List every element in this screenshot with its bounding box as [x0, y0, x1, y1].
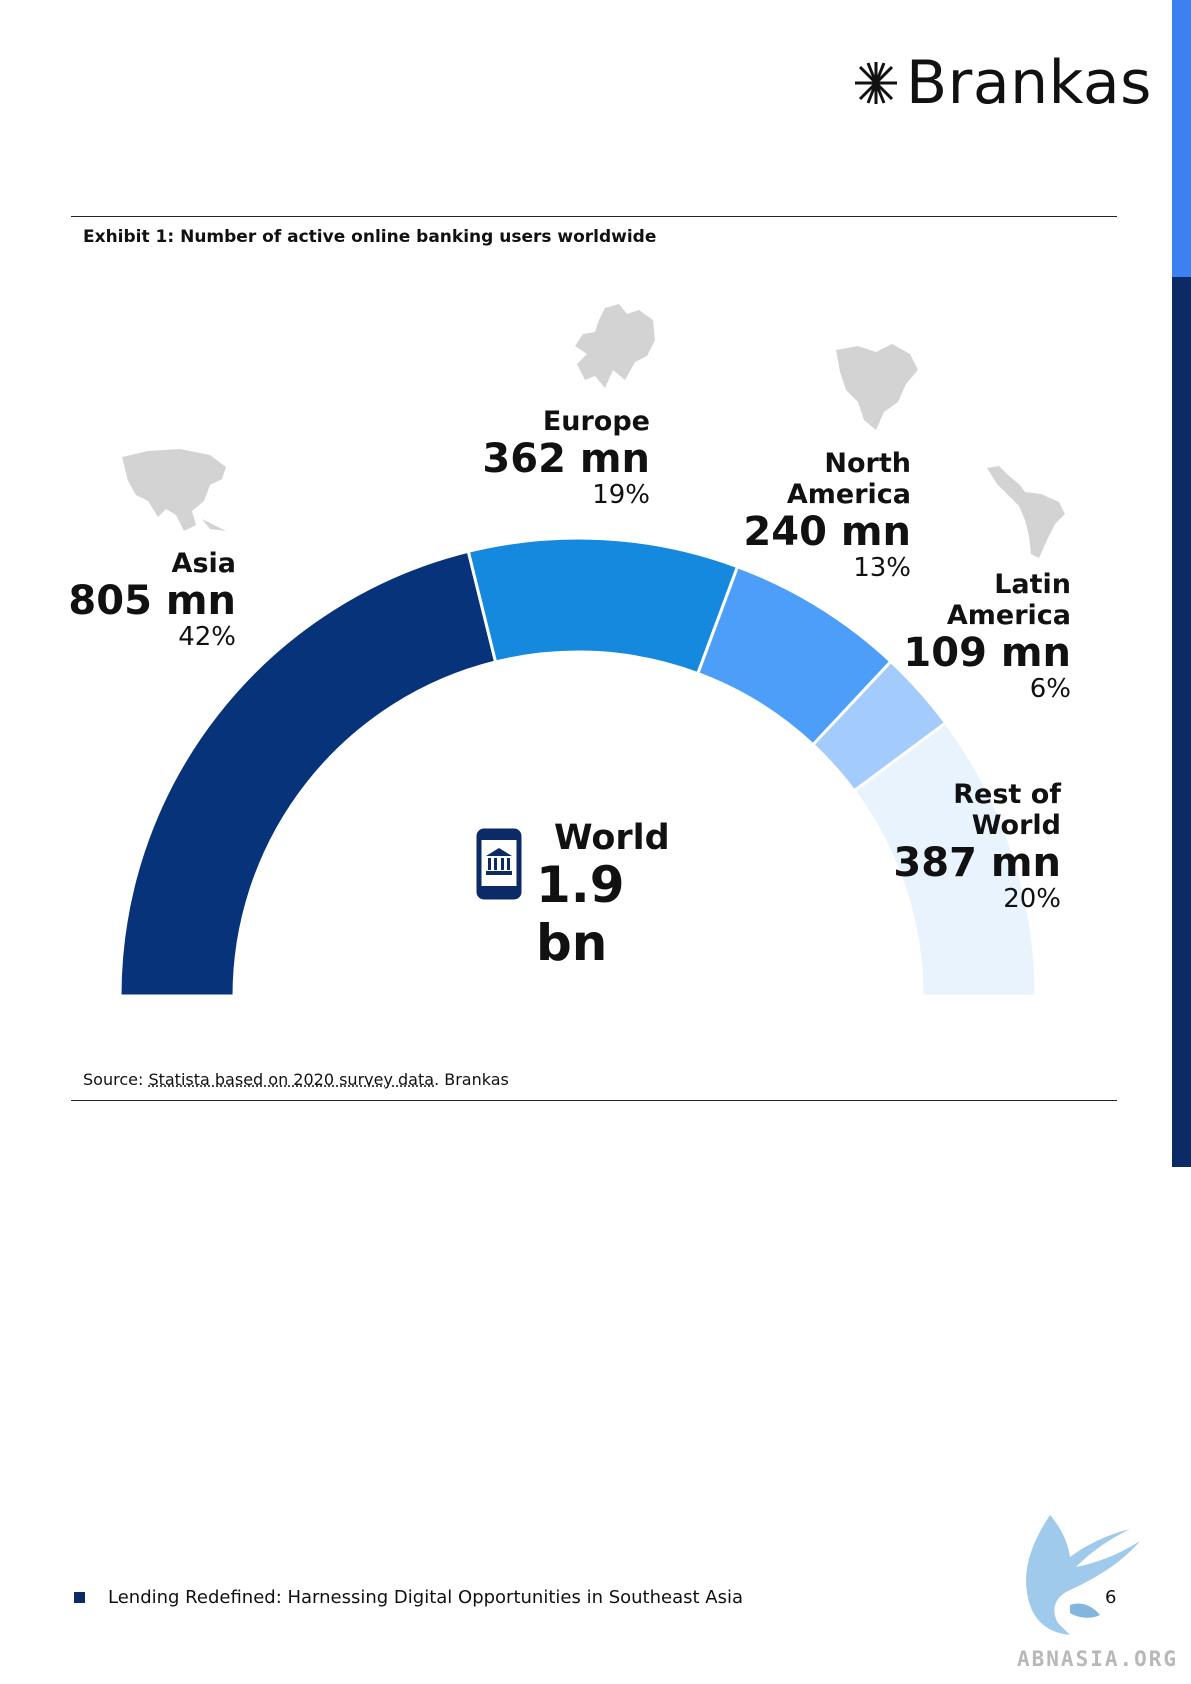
footer-title: Lending Redefined: Harnessing Digital Op… [108, 1587, 743, 1608]
north-america-label: North America 240 mn 13% [743, 448, 911, 584]
slice-europe [466, 536, 740, 676]
brand-logo: Brankas [852, 48, 1152, 118]
world-name: World [554, 818, 670, 858]
latin-america-map-icon [987, 466, 1065, 558]
side-accent-bar-bottom [1172, 277, 1191, 1167]
rest-of-world-label: Rest of World 387 mn 20% [893, 779, 1061, 915]
bottom-rule [71, 1100, 1117, 1101]
rest-of-world-percent: 20% [1003, 884, 1061, 915]
rest-of-world-value: 387 mn [893, 840, 1061, 887]
half-donut-chart [118, 536, 1038, 998]
latin-america-name-1: Latin [994, 569, 1071, 600]
latin-america-label: Latin America 109 mn 6% [903, 569, 1071, 705]
north-america-percent: 13% [853, 553, 911, 584]
world-total: World 1.9 bn [476, 818, 706, 972]
asia-map-icon [122, 449, 226, 531]
latin-america-value: 109 mn [903, 630, 1071, 677]
north-america-name-1: North [824, 448, 911, 479]
source-prefix: Source: [83, 1070, 149, 1089]
brankas-logo-icon [855, 62, 897, 104]
footer-square-icon [74, 1592, 85, 1603]
brand-name: Brankas [906, 48, 1152, 118]
europe-value: 362 mn [482, 436, 650, 483]
europe-percent: 19% [592, 480, 650, 511]
north-america-map-icon [836, 344, 918, 430]
mobile-bank-icon [476, 828, 522, 900]
griffin-watermark-icon [1026, 1515, 1140, 1635]
rest-of-world-name-1: Rest of [953, 779, 1061, 810]
europe-label: Europe 362 mn 19% [482, 406, 650, 511]
source-note: Source: Statista based on 2020 survey da… [83, 1070, 509, 1089]
asia-label: Asia 805 mn 42% [68, 548, 236, 653]
rest-of-world-name-2: World [971, 810, 1061, 842]
asia-value: 805 mn [68, 578, 236, 625]
north-america-value: 240 mn [743, 509, 911, 556]
slice-rest-of-world [852, 720, 1038, 998]
world-value: 1.9 bn [536, 856, 625, 972]
asia-percent: 42% [178, 622, 236, 653]
exhibit-title: Exhibit 1: Number of active online banki… [83, 227, 657, 247]
asia-name: Asia [171, 548, 236, 579]
latin-america-name-2: America [946, 600, 1071, 632]
latin-america-percent: 6% [1029, 674, 1071, 705]
source-suffix: . Brankas [434, 1070, 509, 1089]
top-rule [71, 216, 1117, 217]
europe-name: Europe [542, 406, 650, 437]
europe-map-icon [575, 304, 655, 388]
side-accent-bar-top [1172, 0, 1191, 277]
slice-asia [118, 549, 498, 998]
watermark-text: ABNASIA.ORG [1017, 1647, 1179, 1671]
north-america-name-2: America [786, 479, 911, 511]
source-link[interactable]: Statista based on 2020 survey data [148, 1070, 435, 1089]
page-number: 6 [1105, 1587, 1117, 1608]
